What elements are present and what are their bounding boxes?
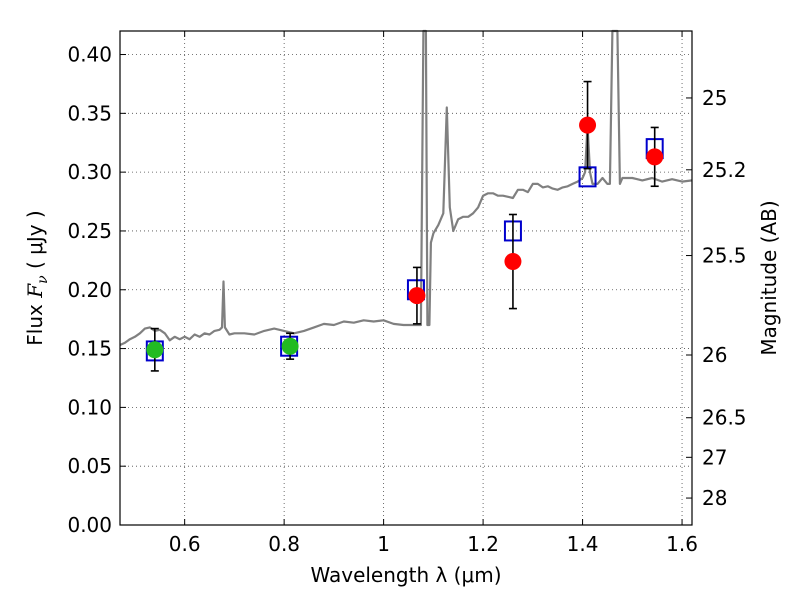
y2-tick-label: 26.5 (702, 406, 747, 430)
y2-tick-label: 28 (702, 486, 727, 510)
y-tick-label: 0.10 (67, 395, 112, 419)
y2-tick-label: 25.2 (702, 158, 747, 182)
y-tick-label: 0.20 (67, 278, 112, 302)
y2-tick-label: 26 (702, 343, 727, 367)
grid (120, 31, 692, 526)
y-tick-label: 0.25 (67, 219, 112, 243)
y-axis-title: Flux Fν ( μJy ) (23, 210, 51, 345)
observed-point-marker (408, 287, 426, 305)
ticks-layer: 0.6 0.8 1 1.2 1.4 1.6 0.00 0.05 0.10 0.15 0.20 0.25… (67, 31, 747, 556)
y-tick-label: 0.15 (67, 337, 112, 361)
plot-frame (119, 30, 693, 526)
y-axis-title-prefix: Flux (23, 298, 47, 346)
x-tick-label: 0.6 (169, 532, 201, 556)
x-axis-title: Wavelength λ (μm) (310, 563, 501, 587)
observed-point-marker (646, 148, 664, 166)
y-tick-label: 0.35 (67, 101, 112, 125)
observed-point-marker (579, 116, 597, 134)
spectrum-layer (119, 29, 693, 346)
x-tick-label: 1.4 (567, 532, 599, 556)
y-axis-title-unit: ( μJy ) (23, 210, 47, 275)
x-tick-label: 1.2 (467, 532, 499, 556)
y2-axis-title: Magnitude (AB) (757, 200, 781, 355)
y-tick-label: 0.05 (67, 454, 112, 478)
y2-tick-label: 25 (702, 86, 727, 110)
y2-tick-label: 27 (702, 445, 727, 469)
x-tick-label: 1.6 (666, 532, 698, 556)
observed-point-marker (281, 337, 299, 355)
spectrum-line (119, 29, 693, 346)
markers-layer (145, 80, 664, 372)
observed-point-marker (146, 341, 164, 359)
y-tick-label: 0.40 (67, 43, 112, 67)
observed-point-marker (504, 253, 522, 271)
y-axis-title-subscript: ν (35, 275, 51, 284)
y-tick-label: 0.00 (67, 513, 112, 537)
y2-tick-label: 25.5 (702, 244, 747, 268)
x-tick-label: 0.8 (268, 532, 300, 556)
y-tick-label: 0.30 (67, 160, 112, 184)
x-tick-label: 1 (377, 532, 390, 556)
y-axis-title-symbol: F (23, 283, 47, 299)
